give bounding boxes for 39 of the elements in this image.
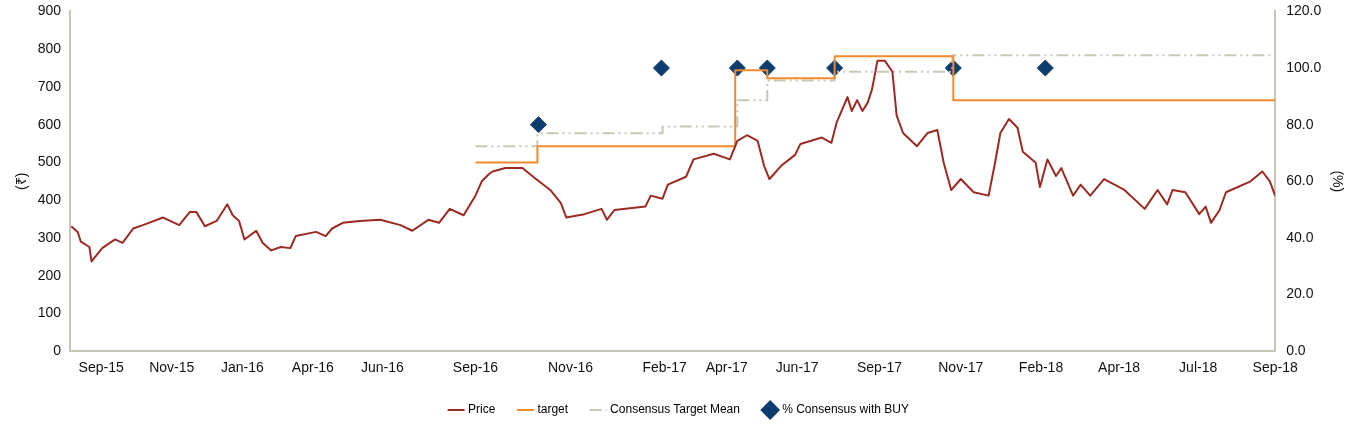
y-tick-label: 800 xyxy=(37,40,62,57)
y2-tick-label: 120.0 xyxy=(1286,2,1322,19)
x-tick-label: Sep-18 xyxy=(1252,359,1298,376)
y2-tick-label: 100.0 xyxy=(1286,58,1322,75)
x-tick-label: Feb-17 xyxy=(642,359,688,376)
x-tick-label: Nov-16 xyxy=(547,359,594,376)
y2-tick-label: 20.0 xyxy=(1286,285,1314,302)
legend-label: Consensus Target Mean xyxy=(610,402,740,417)
legend-label: target xyxy=(537,402,569,417)
x-tick-label: Apr-17 xyxy=(705,359,748,376)
x-tick-label: Sep-15 xyxy=(78,359,124,376)
x-tick-label: Nov-15 xyxy=(149,359,195,376)
y-tick-label: 600 xyxy=(37,115,62,132)
legend-label: % Consensus with BUY xyxy=(782,402,909,417)
y2-tick-label: 60.0 xyxy=(1286,172,1314,189)
x-tick-label: Jan-16 xyxy=(220,359,264,376)
x-tick-label: Sep-17 xyxy=(856,359,903,376)
x-tick-label: Sep-16 xyxy=(452,359,499,376)
y-tick-label: 400 xyxy=(37,191,62,208)
y-axis-title: (₹) xyxy=(13,172,30,190)
legend-label: Price xyxy=(468,402,496,417)
y-tick-label: 200 xyxy=(37,266,62,283)
y2-axis-title: (%) xyxy=(1329,170,1346,193)
y-tick-label: 700 xyxy=(37,77,62,94)
x-tick-label: Jun-16 xyxy=(360,359,404,376)
y2-tick-label: 40.0 xyxy=(1286,228,1314,245)
y-tick-label: 100 xyxy=(37,304,62,321)
x-tick-label: Apr-16 xyxy=(291,359,335,376)
x-tick-label: Jul-18 xyxy=(1179,359,1218,376)
y-tick-label: 300 xyxy=(37,228,62,245)
x-tick-label: Jun-17 xyxy=(775,359,819,376)
y2-tick-label: 80.0 xyxy=(1286,115,1314,132)
x-tick-label: Apr-18 xyxy=(1098,359,1141,376)
y-tick-label: 500 xyxy=(37,153,62,170)
y-tick-label: 0 xyxy=(53,342,62,359)
x-tick-label: Feb-18 xyxy=(1018,359,1064,376)
y-tick-label: 900 xyxy=(37,2,62,19)
x-tick-label: Nov-17 xyxy=(938,359,984,376)
y2-tick-label: 0.0 xyxy=(1286,342,1306,359)
